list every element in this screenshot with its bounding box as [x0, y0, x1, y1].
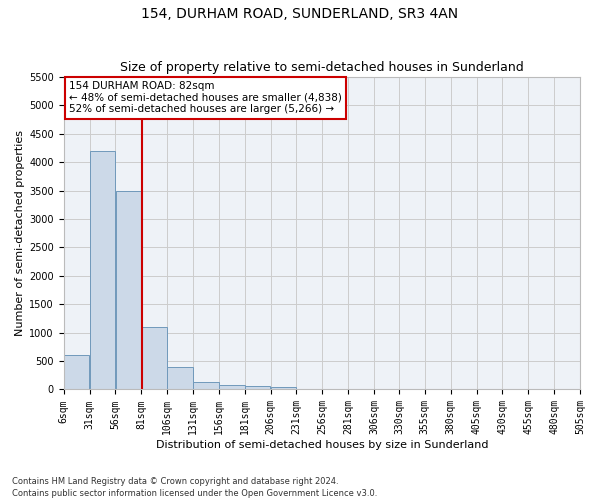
X-axis label: Distribution of semi-detached houses by size in Sunderland: Distribution of semi-detached houses by … [155, 440, 488, 450]
Bar [219, 386, 245, 390]
Bar [271, 386, 296, 390]
Bar [193, 382, 219, 390]
Text: 154 DURHAM ROAD: 82sqm
← 48% of semi-detached houses are smaller (4,838)
52% of : 154 DURHAM ROAD: 82sqm ← 48% of semi-det… [69, 81, 342, 114]
Bar [64, 356, 89, 390]
Bar [142, 327, 167, 390]
Title: Size of property relative to semi-detached houses in Sunderland: Size of property relative to semi-detach… [120, 62, 524, 74]
Bar [116, 190, 141, 390]
Y-axis label: Number of semi-detached properties: Number of semi-detached properties [15, 130, 25, 336]
Bar [89, 151, 115, 390]
Text: Contains HM Land Registry data © Crown copyright and database right 2024.
Contai: Contains HM Land Registry data © Crown c… [12, 476, 377, 498]
Text: 154, DURHAM ROAD, SUNDERLAND, SR3 4AN: 154, DURHAM ROAD, SUNDERLAND, SR3 4AN [142, 8, 458, 22]
Bar [167, 367, 193, 390]
Bar [245, 386, 271, 390]
